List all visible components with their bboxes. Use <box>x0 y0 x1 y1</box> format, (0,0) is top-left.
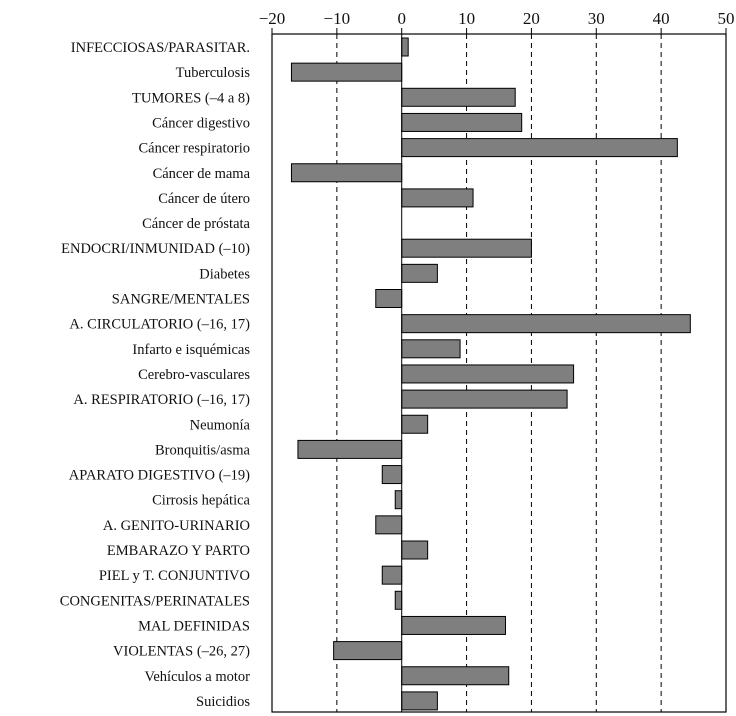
category-label: A. RESPIRATORIO (–16, 17) <box>73 392 250 408</box>
x-tick-label: 30 <box>588 9 605 28</box>
category-label: Tuberculosis <box>176 65 251 81</box>
bar <box>401 238 532 258</box>
x-tick-label: −10 <box>324 9 351 28</box>
bar <box>375 515 403 535</box>
category-label: Cáncer de útero <box>158 191 250 207</box>
bar <box>401 666 510 686</box>
plot-frame <box>271 33 727 713</box>
bar <box>401 540 429 560</box>
bar <box>375 289 403 308</box>
bar <box>290 163 403 183</box>
category-label: EMBARAZO Y PARTO <box>107 543 250 559</box>
category-label: Cáncer de mama <box>153 166 251 182</box>
category-label: Bronquitis/asma <box>155 442 251 458</box>
bar <box>401 615 506 635</box>
x-tick-label: 0 <box>397 9 406 28</box>
category-label: INFECCIOSAS/PARASITAR. <box>71 40 250 56</box>
bar <box>401 263 438 283</box>
bar <box>394 590 403 610</box>
category-label: MAL DEFINIDAS <box>138 618 250 634</box>
x-tick-label: 20 <box>523 9 540 28</box>
category-label: Cáncer de próstata <box>142 216 250 232</box>
category-label: APARATO DIGESTIVO (–19) <box>69 468 250 484</box>
bar <box>401 188 474 208</box>
bar <box>401 414 429 434</box>
category-label: Cáncer digestivo <box>152 115 250 131</box>
category-label: CONGENITAS/PERINATALES <box>60 593 250 609</box>
category-label: Cáncer respiratorio <box>138 141 250 157</box>
category-label: A. GENITO-URINARIO <box>103 518 250 534</box>
bar <box>381 465 403 485</box>
bar <box>401 138 678 158</box>
x-tick-label: 50 <box>718 9 735 28</box>
bar <box>297 439 403 459</box>
bar <box>381 565 403 585</box>
bar <box>401 691 438 711</box>
category-label: ENDOCRI/INMUNIDAD (–10) <box>61 241 250 257</box>
bar <box>333 641 403 661</box>
bar <box>394 490 403 510</box>
category-label: SANGRE/MENTALES <box>112 292 250 308</box>
bar <box>401 339 461 359</box>
bars <box>290 37 691 711</box>
category-label: TUMORES (–4 a 8) <box>132 90 250 106</box>
bar <box>401 389 568 409</box>
category-label: Vehículos a motor <box>144 669 250 685</box>
category-label: PIEL y T. CONJUNTIVO <box>99 568 250 584</box>
category-label: VIOLENTAS (–26, 27) <box>113 644 250 660</box>
bar <box>401 364 575 384</box>
category-label: Diabetes <box>199 266 250 282</box>
category-labels: INFECCIOSAS/PARASITAR. Tuberculosis TUMORE… <box>60 40 251 710</box>
category-label: A. CIRCULATORIO (–16, 17) <box>69 317 250 333</box>
x-tick-label: −20 <box>259 9 286 28</box>
category-label: Infarto e isquémicas <box>132 342 250 358</box>
bar <box>290 62 403 82</box>
axis: −20 −10 0 10 20 30 40 50 <box>259 9 735 713</box>
bar <box>401 37 409 57</box>
category-label: Suicidios <box>196 694 250 710</box>
bar <box>401 87 516 107</box>
x-tick-label: 10 <box>458 9 475 28</box>
category-label: Cerebro-vasculares <box>138 367 250 383</box>
bar <box>401 112 523 132</box>
category-label: Neumonía <box>190 417 251 433</box>
category-label: Cirrosis hepática <box>152 493 250 509</box>
x-tick-label: 40 <box>653 9 670 28</box>
bar <box>401 314 691 334</box>
